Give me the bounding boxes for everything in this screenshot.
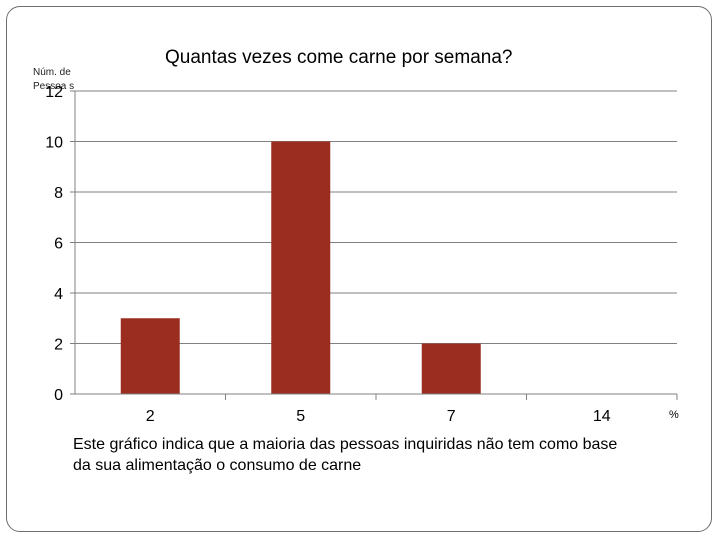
x-tick-label: 14	[593, 408, 611, 425]
x-tick-label: 5	[296, 408, 305, 425]
bar-2	[120, 318, 180, 394]
y-axis-label: Núm. de Pessoa s	[33, 67, 75, 92]
y-tick-label: 12	[45, 84, 63, 101]
bar-7	[421, 343, 481, 394]
y-tick-label: 0	[54, 387, 63, 404]
y-tick-label: 4	[54, 286, 63, 303]
slide-frame	[6, 6, 712, 532]
x-tick-label: 2	[146, 408, 155, 425]
x-tick-label: 7	[447, 408, 456, 425]
x-axis-label: %	[669, 409, 679, 421]
y-tick-label: 8	[54, 185, 63, 202]
y-tick-label: 10	[45, 135, 63, 152]
chart-caption: Este gráfico indica que a maioria das pe…	[73, 436, 618, 474]
chart-title: Quantas vezes come carne por semana?	[165, 47, 513, 68]
y-tick-label: 2	[54, 337, 63, 354]
y-tick-label: 6	[54, 236, 63, 253]
bar-5	[271, 141, 331, 394]
